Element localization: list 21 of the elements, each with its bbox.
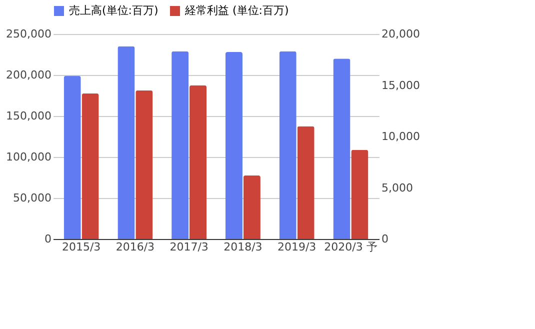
y2-tick-label: 15,000 bbox=[382, 78, 420, 92]
x-tick-label: 2017/3 bbox=[170, 240, 208, 254]
y2-tick-label: 0 bbox=[382, 232, 388, 246]
x-tick-label: 2015/3 bbox=[62, 240, 101, 254]
y2-tick-label: 10,000 bbox=[382, 130, 420, 143]
legend-label: 経常利益 (単位:百万) bbox=[184, 4, 289, 17]
y2-tick-label: 5,000 bbox=[382, 181, 413, 194]
y-tick-label: 50,000 bbox=[13, 192, 52, 204]
x-tick-label: 2019/3 bbox=[277, 240, 316, 254]
y-tick-label: 100,000 bbox=[6, 150, 52, 164]
y-tick-label: 250,000 bbox=[6, 28, 52, 40]
bar bbox=[225, 52, 242, 239]
x-tick-label: 2018/3 bbox=[224, 240, 262, 254]
bar bbox=[333, 58, 350, 239]
y-tick-label: 200,000 bbox=[6, 68, 52, 82]
x-tick-label: 2020/3 予 bbox=[324, 240, 378, 254]
y2-tick-label: 20,000 bbox=[382, 28, 420, 40]
legend-label: 売上高(単位:百万) bbox=[69, 4, 158, 17]
y-tick-label: 150,000 bbox=[6, 110, 52, 122]
x-tick-label: 2016/3 bbox=[116, 240, 155, 254]
y-tick-label: 0 bbox=[44, 232, 52, 246]
